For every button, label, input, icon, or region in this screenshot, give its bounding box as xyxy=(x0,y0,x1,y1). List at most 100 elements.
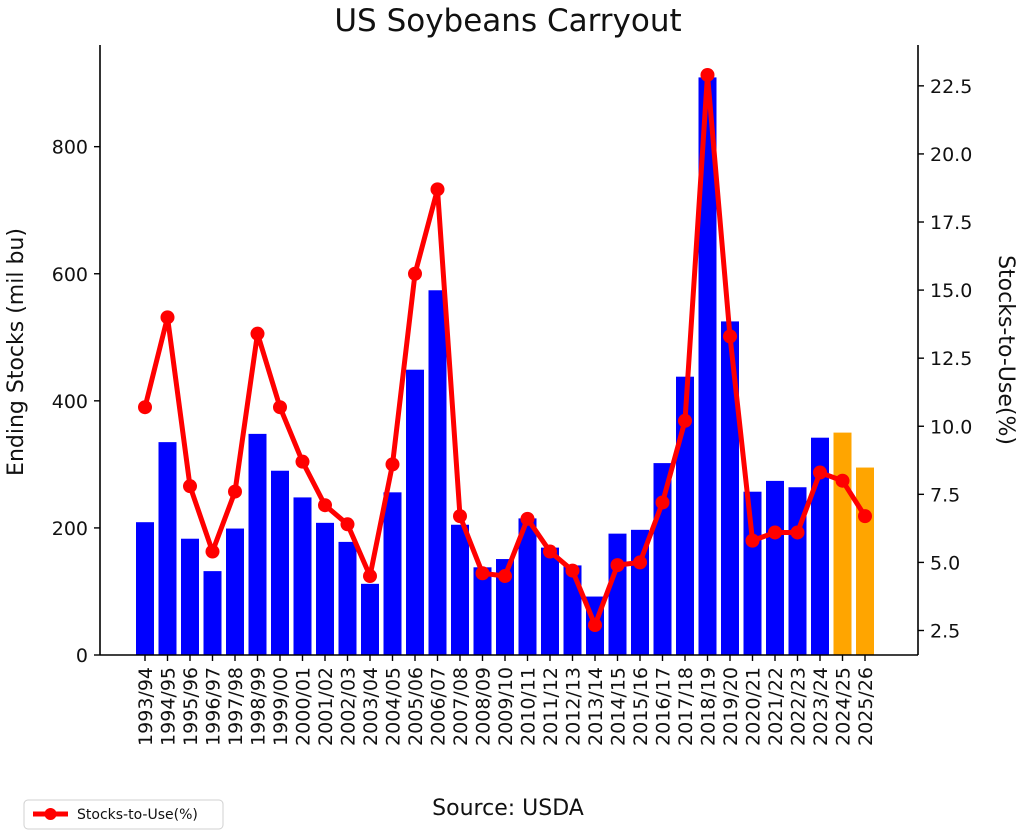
x-tick-label: 2006/07 xyxy=(428,667,450,746)
stocks-to-use-point-2013/14 xyxy=(588,618,602,633)
y-tick-label: 0 xyxy=(76,645,88,667)
bar-2024/25 xyxy=(833,432,852,655)
stocks-to-use-point-1997/98 xyxy=(228,484,242,499)
bar-2010/11 xyxy=(518,518,537,655)
stocks-to-use-point-1998/99 xyxy=(250,326,265,341)
bar-2006/07 xyxy=(428,290,447,655)
stocks-to-use-point-2025/26 xyxy=(858,509,872,524)
stocks-to-use-point-2012/13 xyxy=(565,563,580,578)
y2-tick-label: 7.5 xyxy=(930,484,960,506)
stocks-to-use-point-2021/22 xyxy=(768,525,782,540)
x-tick-label: 2021/22 xyxy=(765,667,787,746)
x-tick-label: 1997/98 xyxy=(225,667,247,746)
stocks-to-use-point-2024/25 xyxy=(835,473,850,488)
bar-2007/08 xyxy=(451,524,469,655)
bars-layer xyxy=(136,77,874,655)
x-tick-label: 2017/18 xyxy=(675,667,697,746)
legend-marker-sample xyxy=(44,808,57,820)
x-tick-label: 1996/97 xyxy=(203,667,225,746)
y2-tick-label: 17.5 xyxy=(930,212,972,234)
y2-tick-label: 10.0 xyxy=(930,416,972,438)
bar-1997/98 xyxy=(226,528,244,655)
x-tick-label: 2005/06 xyxy=(405,667,427,746)
x-tick-label: 2023/24 xyxy=(810,667,832,746)
stocks-to-use-point-2001/02 xyxy=(318,498,332,513)
bar-2003/04 xyxy=(361,583,379,655)
x-tick-label: 2008/09 xyxy=(473,667,495,746)
bar-2018/19 xyxy=(698,77,717,655)
x-tick-label: 1995/96 xyxy=(180,667,202,746)
stocks-to-use-point-1996/97 xyxy=(205,544,220,559)
stocks-to-use-point-2002/03 xyxy=(340,517,355,532)
stocks-to-use-point-1995/96 xyxy=(183,479,197,494)
x-tick-label: 2002/03 xyxy=(338,667,360,746)
stocks-to-use-point-2004/05 xyxy=(385,457,400,472)
y-tick-label: 400 xyxy=(52,391,88,413)
ticks-layer: 0 200 400 600 800 2.5 5.0 7.5 10.0 12.5 15.0 17.5 20… xyxy=(52,76,973,746)
x-tick-label: 2019/20 xyxy=(720,667,742,746)
x-tick-label: 2007/08 xyxy=(450,667,472,746)
x-tick-label: 2010/11 xyxy=(518,667,540,746)
stocks-to-use-point-2010/11 xyxy=(520,511,535,526)
x-tick-label: 2018/19 xyxy=(698,667,720,746)
stocks-to-use-point-2005/06 xyxy=(408,266,422,281)
bar-1996/97 xyxy=(203,571,222,655)
stocks-to-use-point-1993/94 xyxy=(138,400,152,415)
y2-tick-label: 15.0 xyxy=(930,280,972,302)
stocks-to-use-point-2022/23 xyxy=(790,525,805,540)
stocks-to-use-point-2016/17 xyxy=(655,495,670,510)
y2-tick-label: 5.0 xyxy=(930,552,960,574)
stocks-to-use-point-2006/07 xyxy=(430,182,445,197)
y2-tick-label: 12.5 xyxy=(930,348,972,370)
x-tick-label: 2020/21 xyxy=(743,667,765,746)
bar-1999/00 xyxy=(271,470,289,655)
source-label: Source: USDA xyxy=(432,796,584,821)
stocks-to-use-point-2003/04 xyxy=(363,569,377,584)
y-tick-label: 200 xyxy=(52,518,88,540)
bar-1998/99 xyxy=(248,433,267,655)
stocks-to-use-point-2009/10 xyxy=(498,569,512,584)
y-axis-label: Ending Stocks (mil bu) xyxy=(4,228,29,476)
bar-2025/26 xyxy=(856,467,874,655)
y-tick-label: 600 xyxy=(52,264,88,286)
bar-1994/95 xyxy=(158,442,177,655)
y2-tick-label: 2.5 xyxy=(930,620,960,642)
x-tick-label: 2001/02 xyxy=(315,667,337,746)
legend: Stocks-to-Use(%) xyxy=(23,799,224,830)
bar-2008/09 xyxy=(473,567,492,655)
x-tick-label: 2012/13 xyxy=(563,667,585,746)
bar-2000/01 xyxy=(293,497,312,655)
stocks-to-use-point-2017/18 xyxy=(678,413,692,428)
bar-2012/13 xyxy=(563,565,582,655)
stocks-to-use-point-2007/08 xyxy=(453,509,467,524)
x-tick-label: 2009/10 xyxy=(495,667,517,746)
y2-tick-label: 20.0 xyxy=(930,144,972,166)
y2-axis-label: Stocks-to-Use(%) xyxy=(993,255,1018,445)
y2-tick-label: 22.5 xyxy=(930,76,972,98)
stocks-to-use-point-1999/00 xyxy=(273,400,287,415)
x-tick-label: 2014/15 xyxy=(608,667,630,746)
bar-1993/94 xyxy=(136,522,154,655)
x-tick-label: 2016/17 xyxy=(653,667,675,746)
stocks-to-use-point-2000/01 xyxy=(295,454,310,469)
bar-2002/03 xyxy=(338,541,357,655)
bar-2020/21 xyxy=(743,491,762,655)
bar-2009/10 xyxy=(496,559,514,655)
bar-2014/15 xyxy=(608,533,627,655)
legend-box xyxy=(23,799,224,830)
stocks-to-use-point-2023/24 xyxy=(813,465,827,480)
stocks-to-use-point-2018/19 xyxy=(700,67,715,82)
bar-2016/17 xyxy=(653,463,672,655)
bar-2023/24 xyxy=(811,437,829,655)
legend-label: Stocks-to-Use(%) xyxy=(77,807,198,823)
stocks-to-use-point-2020/21 xyxy=(745,533,760,548)
stocks-to-use-point-2019/20 xyxy=(723,329,737,344)
bar-2011/12 xyxy=(541,547,559,655)
x-tick-label: 1999/00 xyxy=(270,667,292,746)
stocks-to-use-point-2014/15 xyxy=(610,558,625,573)
bar-2004/05 xyxy=(383,492,402,655)
stocks-to-use-point-2011/12 xyxy=(543,544,557,559)
bar-1995/96 xyxy=(181,538,199,655)
